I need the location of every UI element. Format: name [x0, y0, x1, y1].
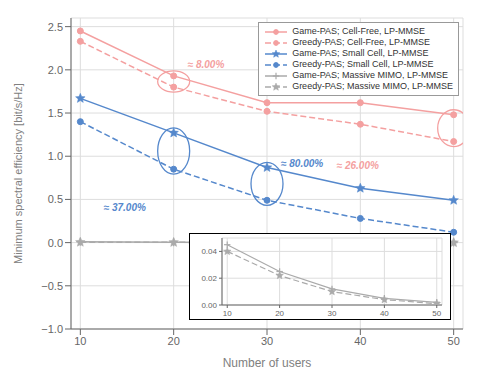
svg-text:0.02: 0.02 [201, 274, 217, 283]
svg-text:30: 30 [261, 335, 273, 347]
svg-text:50: 50 [448, 335, 460, 347]
svg-text:0.04: 0.04 [201, 247, 217, 256]
html-text:Game-PAS; Small Cell, LP-MMSE: Game-PAS; Small Cell, LP-MMSE [292, 48, 429, 58]
svg-text:2.5: 2.5 [48, 21, 63, 33]
html-text:Greedy-PAS; Cell-Free, LP-MMSE: Greedy-PAS; Cell-Free, LP-MMSE [292, 37, 430, 47]
svg-text:1.5: 1.5 [48, 107, 63, 119]
html-text:Greedy-PAS; Massive MIMO, LP-M: Greedy-PAS; Massive MIMO, LP-MMSE [292, 81, 453, 91]
svg-text:−1.0: −1.0 [41, 323, 63, 335]
svg-text:10: 10 [222, 308, 231, 317]
svg-text:0.00: 0.00 [201, 300, 217, 309]
svg-text:2.0: 2.0 [48, 64, 63, 76]
svg-text:40: 40 [354, 335, 366, 347]
svg-text:1.0: 1.0 [48, 150, 63, 162]
html-text:Game-PAS; Massive MIMO, LP-MMS: Game-PAS; Massive MIMO, LP-MMSE [292, 70, 448, 80]
svg-text:20: 20 [168, 335, 180, 347]
svg-text:0.5: 0.5 [48, 193, 63, 205]
svg-text:30: 30 [327, 308, 336, 317]
svg-text:0.0: 0.0 [48, 237, 63, 249]
html-text:Greedy-PAS; Small Cell, LP-MMS: Greedy-PAS; Small Cell, LP-MMSE [292, 59, 434, 69]
svg-text:−0.5: −0.5 [41, 280, 63, 292]
svg-text:Minimum spectral efficiency [b: Minimum spectral efficiency [bit/s/Hz] [12, 83, 24, 264]
svg-text:40: 40 [380, 308, 389, 317]
svg-text:≈ 37.00%: ≈ 37.00% [104, 202, 146, 213]
svg-text:≈ 8.00%: ≈ 8.00% [188, 59, 225, 70]
svg-text:50: 50 [432, 308, 441, 317]
svg-text:20: 20 [275, 308, 284, 317]
html-text:Game-PAS; Cell-Free, LP-MMSE: Game-PAS; Cell-Free, LP-MMSE [292, 26, 425, 36]
svg-text:≈ 80.00%: ≈ 80.00% [281, 158, 323, 169]
svg-text:Number of users: Number of users [223, 356, 312, 370]
svg-text:≈ 26.00%: ≈ 26.00% [337, 160, 379, 171]
svg-text:10: 10 [74, 335, 86, 347]
